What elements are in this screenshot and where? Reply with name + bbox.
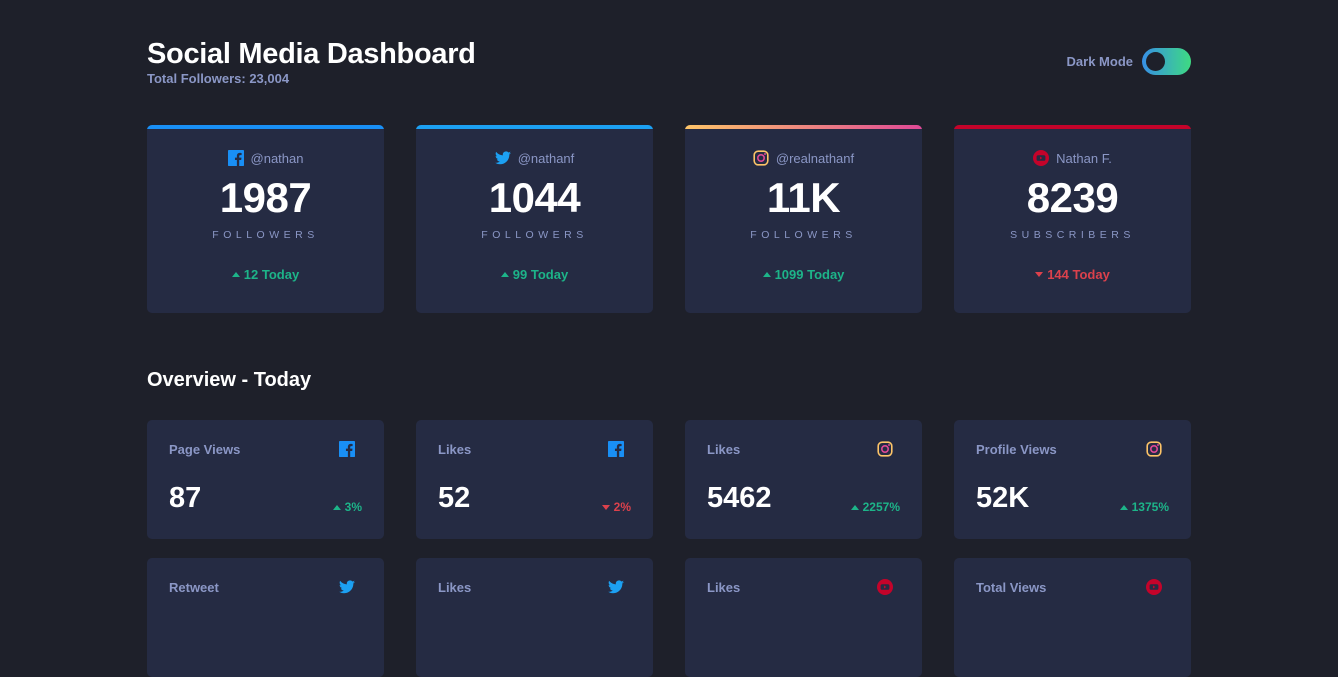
metric-label: Retweet xyxy=(169,580,219,595)
today-text: 12 Today xyxy=(243,267,300,282)
card-accent-bar xyxy=(685,125,922,129)
arrow-down-icon xyxy=(601,504,610,510)
dark-mode-control: Dark Mode xyxy=(1067,48,1191,75)
arrow-up-icon xyxy=(500,272,509,277)
follower-unit: FOLLOWERS xyxy=(481,229,588,241)
follower-count: 8239 xyxy=(1026,174,1119,221)
instagram-icon xyxy=(753,150,769,166)
follower-card-youtube[interactable]: Nathan F. 8239 SUBSCRIBERS 144 Today xyxy=(954,125,1191,313)
card-accent-bar xyxy=(954,125,1191,129)
overview-card[interactable]: Total Views xyxy=(954,558,1191,677)
facebook-icon xyxy=(339,441,355,457)
overview-card[interactable]: Likes xyxy=(416,558,653,677)
metric-change: 1375% xyxy=(1119,500,1169,514)
handle-text: @nathan xyxy=(250,150,304,166)
follower-count: 11K xyxy=(766,174,841,221)
metric-label: Likes xyxy=(438,442,472,457)
facebook-icon xyxy=(227,150,244,166)
metric-value: 52 xyxy=(438,482,471,514)
arrow-up-icon xyxy=(1119,504,1128,510)
follower-unit: FOLLOWERS xyxy=(212,229,319,241)
handle: @nathanf xyxy=(416,150,653,166)
youtube-icon xyxy=(1146,579,1162,595)
arrow-up-icon xyxy=(850,504,859,510)
overview-card[interactable]: Likes 5462 2257% xyxy=(685,420,922,539)
total-followers: Total Followers: 23,004 xyxy=(147,71,290,86)
twitter-icon xyxy=(608,580,624,594)
overview-card[interactable]: Page Views 87 3% xyxy=(147,420,384,539)
follower-count: 1044 xyxy=(488,174,581,221)
metric-change: 3% xyxy=(332,500,362,514)
arrow-up-icon xyxy=(332,504,341,510)
handle: @nathan xyxy=(147,150,384,166)
arrow-up-icon xyxy=(762,272,771,277)
follower-card-twitter[interactable]: @nathanf 1044 FOLLOWERS 99 Today xyxy=(416,125,653,313)
page-title: Social Media Dashboard xyxy=(147,38,476,70)
today-text: 99 Today xyxy=(512,267,569,282)
today-change: 144 Today xyxy=(954,267,1191,282)
change-text: 2257% xyxy=(862,500,900,514)
arrow-down-icon xyxy=(1035,272,1044,277)
follower-count: 1987 xyxy=(219,174,312,221)
today-change: 99 Today xyxy=(416,267,653,282)
overview-title: Overview - Today xyxy=(147,369,312,391)
dark-mode-toggle[interactable] xyxy=(1142,48,1191,75)
follower-unit: FOLLOWERS xyxy=(750,229,857,241)
today-change: 12 Today xyxy=(147,267,384,282)
metric-label: Likes xyxy=(438,580,472,595)
youtube-icon xyxy=(877,579,893,595)
follower-cards: @nathan 1987 FOLLOWERS 12 Today @nathanf… xyxy=(147,125,1191,313)
follower-card-facebook[interactable]: @nathan 1987 FOLLOWERS 12 Today xyxy=(147,125,384,313)
facebook-icon xyxy=(608,441,624,457)
overview-card[interactable]: Profile Views 52K 1375% xyxy=(954,420,1191,539)
handle: Nathan F. xyxy=(954,150,1191,166)
metric-change: 2257% xyxy=(850,500,900,514)
overview-grid: Page Views 87 3% Likes 52 2% Likes 5462 2257%… xyxy=(147,420,1191,677)
dark-mode-label: Dark Mode xyxy=(1066,54,1133,69)
change-text: 2% xyxy=(613,500,631,514)
metric-change: 2% xyxy=(601,500,631,514)
change-text: 1375% xyxy=(1131,500,1169,514)
change-text: 3% xyxy=(344,500,362,514)
today-change: 1099 Today xyxy=(685,267,922,282)
youtube-icon xyxy=(1033,150,1050,166)
instagram-icon xyxy=(1146,441,1162,457)
follower-card-instagram[interactable]: @realnathanf 11K FOLLOWERS 1099 Today xyxy=(685,125,922,313)
metric-value: 87 xyxy=(169,482,202,514)
follower-unit: SUBSCRIBERS xyxy=(1010,229,1135,241)
handle-text: @nathanf xyxy=(517,150,575,166)
metric-value: 5462 xyxy=(707,482,772,514)
overview-card[interactable]: Retweet xyxy=(147,558,384,677)
handle-text: @realnathanf xyxy=(775,150,855,166)
metric-label: Profile Views xyxy=(976,442,1057,457)
card-accent-bar xyxy=(147,125,384,129)
card-accent-bar xyxy=(416,125,653,129)
metric-value: 52K xyxy=(976,482,1030,514)
metric-label: Likes xyxy=(707,580,741,595)
twitter-icon xyxy=(494,151,511,165)
twitter-icon xyxy=(339,580,355,594)
handle: @realnathanf xyxy=(685,150,922,166)
metric-label: Likes xyxy=(707,442,741,457)
today-text: 1099 Today xyxy=(774,267,845,282)
arrow-up-icon xyxy=(231,272,240,277)
metric-label: Total Views xyxy=(976,580,1047,595)
overview-card[interactable]: Likes xyxy=(685,558,922,677)
metric-label: Page Views xyxy=(169,442,241,457)
instagram-icon xyxy=(877,441,893,457)
handle-text: Nathan F. xyxy=(1056,150,1112,166)
overview-card[interactable]: Likes 52 2% xyxy=(416,420,653,539)
today-text: 144 Today xyxy=(1047,267,1110,282)
header: Social Media Dashboard Total Followers: … xyxy=(147,38,1191,98)
toggle-knob xyxy=(1146,52,1165,71)
